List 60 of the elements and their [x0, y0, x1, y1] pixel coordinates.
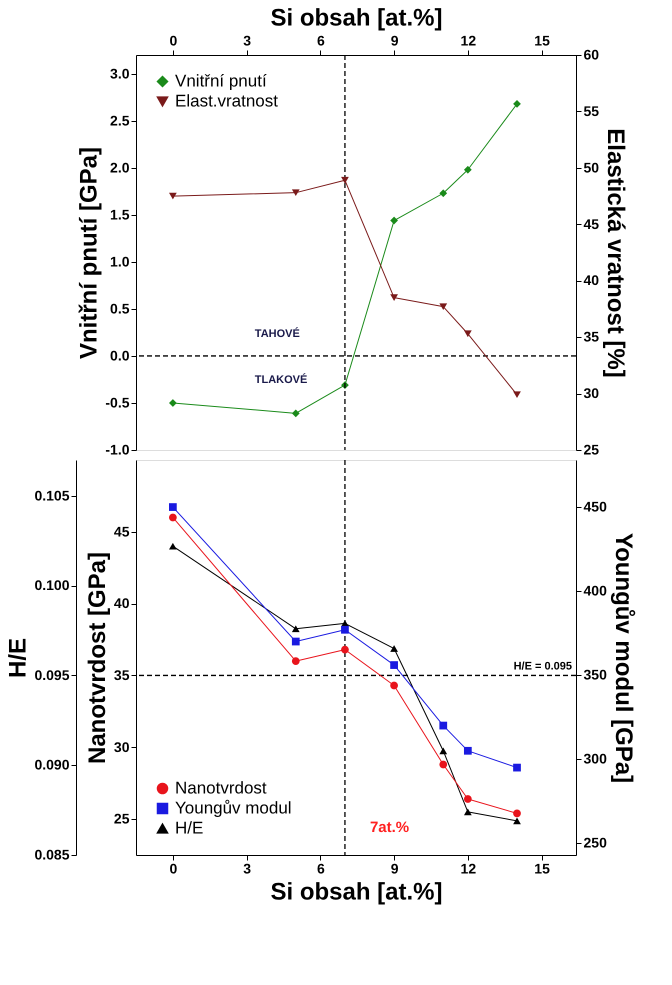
- y2-tick-label: 45: [584, 216, 600, 232]
- y3-tick-label: 25: [114, 810, 130, 827]
- x-tick-label: 9: [390, 860, 399, 876]
- x-tick-label: 9: [390, 32, 399, 48]
- y-tick-label: 1.0: [110, 253, 130, 270]
- annotation: TAHOVÉ: [254, 326, 300, 340]
- x-tick-label: 6: [316, 860, 325, 876]
- x-tick-label: 15: [534, 32, 550, 48]
- x-tick-label: 12: [460, 860, 476, 876]
- y2-tick-label: 30: [584, 385, 600, 402]
- y-tick-label: -1.0: [105, 442, 130, 458]
- x-tick-label: 6: [316, 32, 325, 48]
- y2-axis-title: Youngův modul [GPa]: [610, 532, 637, 784]
- legend-label: Vnitřní pnutí: [175, 72, 267, 90]
- y2-tick-label: 300: [584, 750, 608, 767]
- y3-tick-label: 40: [114, 595, 130, 612]
- y-tick-label: 0.100: [34, 577, 70, 594]
- y3-tick-label: 35: [114, 666, 130, 683]
- annotation: TLAKOVÉ: [254, 372, 308, 386]
- y-tick-label: 3.0: [110, 65, 130, 82]
- y-tick-label: 0.5: [110, 300, 130, 316]
- x-tick-label: 3: [243, 860, 252, 876]
- annotation: 7at.%: [370, 819, 410, 836]
- y-tick-label: 0.105: [34, 487, 70, 504]
- y2-tick-label: 40: [584, 272, 600, 288]
- y3-tick-label: 45: [114, 523, 130, 540]
- y-tick-label: 0.0: [110, 347, 130, 364]
- y2-tick-label: 400: [584, 582, 608, 599]
- y2-tick-label: 350: [584, 666, 608, 683]
- ref-line-label: H/E = 0.095: [514, 660, 572, 672]
- legend-label: Youngův modul: [175, 798, 292, 818]
- legend-label: Nanotvrdost: [175, 778, 267, 798]
- y2-tick-label: 250: [584, 834, 608, 851]
- x-axis-title: Si obsah [at.%]: [270, 878, 443, 906]
- y2-tick-label: 35: [584, 328, 600, 345]
- y2-tick-label: 450: [584, 498, 608, 515]
- legend-label: H/E: [175, 818, 204, 838]
- y3-tick-label: 30: [114, 738, 130, 755]
- y-tick-label: 0.090: [34, 756, 70, 773]
- y3-axis-title: Nanotvrdost [GPa]: [84, 552, 111, 764]
- x-tick-label: 3: [243, 32, 252, 48]
- y2-axis-title: Elastická vratnost [%]: [602, 128, 630, 378]
- y-tick-label: 2.5: [110, 112, 130, 128]
- y-axis-title: Vnitřní pnutí [GPa]: [75, 147, 102, 359]
- y-tick-label: 0.085: [34, 846, 70, 862]
- y-tick-label: 2.0: [110, 159, 130, 176]
- x-tick-label: 0: [169, 32, 178, 48]
- y-tick-label: 0.095: [34, 666, 70, 683]
- x-axis-title: Si obsah [at.%]: [270, 4, 443, 32]
- y-tick-label: 1.5: [110, 206, 130, 222]
- x-tick-label: 0: [169, 860, 178, 876]
- y2-tick-label: 50: [584, 159, 600, 176]
- x-tick-label: 15: [534, 860, 550, 876]
- x-tick-label: 12: [460, 32, 476, 48]
- y-axis-title: H/E: [4, 638, 32, 678]
- y2-tick-label: 25: [584, 442, 600, 458]
- y2-tick-label: 55: [584, 102, 600, 119]
- legend-label: Elast.vratnost: [175, 92, 278, 110]
- y2-tick-label: 60: [584, 46, 600, 62]
- y-tick-label: -0.5: [105, 394, 130, 410]
